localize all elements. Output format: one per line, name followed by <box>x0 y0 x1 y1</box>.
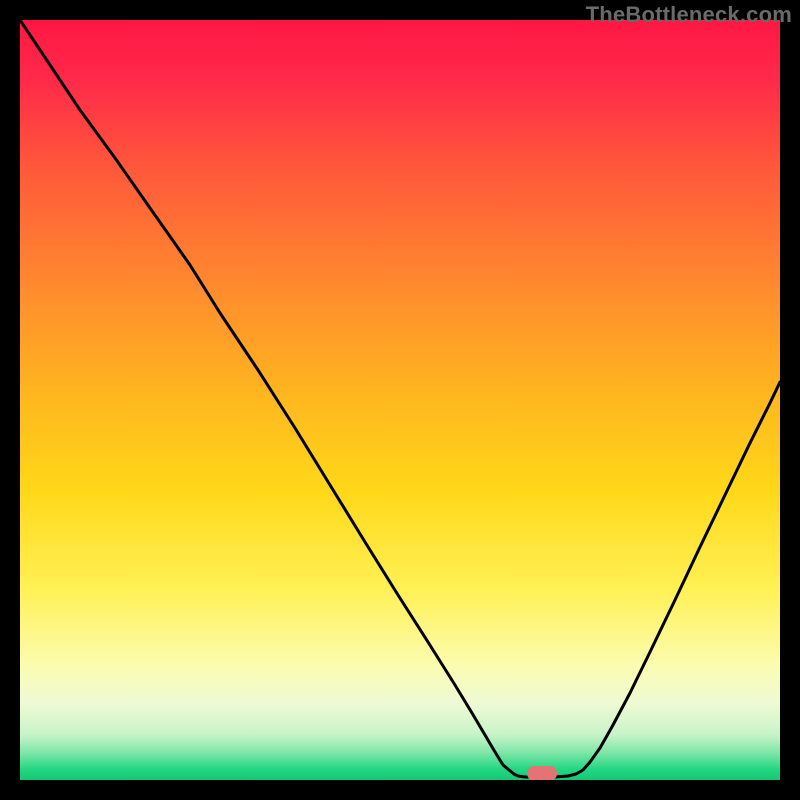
chart-frame <box>0 0 800 800</box>
attribution-text: TheBottleneck.com <box>586 2 792 28</box>
bottleneck-chart: TheBottleneck.com <box>0 0 800 800</box>
